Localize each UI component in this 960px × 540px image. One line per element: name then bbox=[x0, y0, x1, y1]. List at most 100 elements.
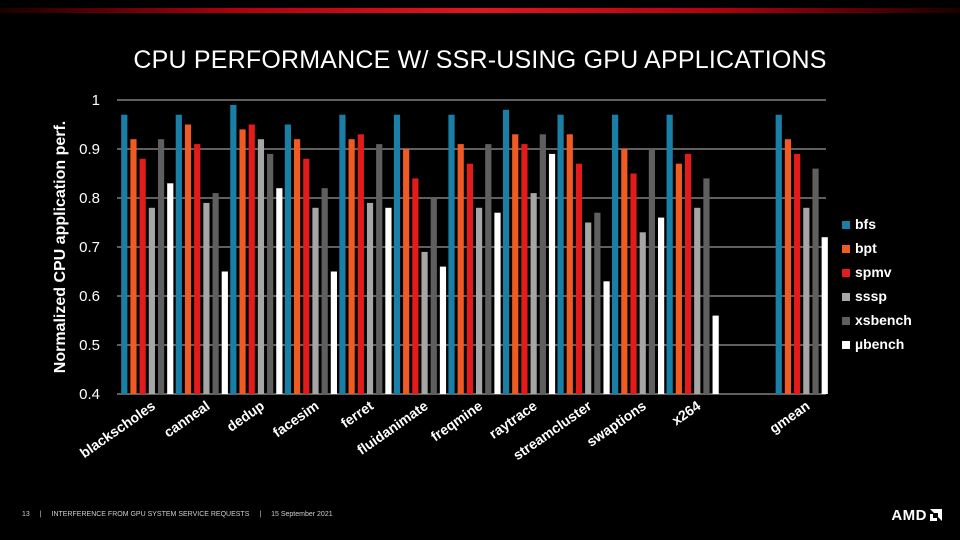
bar-spmv-freqmine bbox=[466, 163, 473, 394]
y-tick-label-3: 0.7 bbox=[79, 239, 100, 256]
bar-spmv-streamcluster bbox=[575, 163, 583, 394]
x-tick-label-swaptions: swaptions bbox=[584, 397, 649, 449]
footer-date: 15 September 2021 bbox=[271, 511, 333, 518]
amd-arrow-icon bbox=[930, 509, 942, 521]
bar-bfs-freqmine bbox=[448, 114, 455, 394]
legend-label-bpt: bpt bbox=[855, 240, 877, 256]
y-axis-label: Normalized CPU application perf. bbox=[52, 121, 69, 373]
bar-xsbench-ferret bbox=[376, 144, 383, 394]
bar-bfs-x264 bbox=[666, 114, 673, 394]
bar-bpt-x264 bbox=[675, 163, 682, 394]
y-tick-label-1: 0.9 bbox=[79, 141, 100, 158]
bar-bfs-blackscholes bbox=[121, 114, 128, 394]
bar-bfs-streamcluster bbox=[557, 114, 564, 394]
x-tick-label-facesim: facesim bbox=[270, 397, 322, 440]
page-number: 13 bbox=[22, 511, 30, 518]
bar-ubench-raytrace bbox=[548, 153, 556, 394]
bar-bpt-streamcluster bbox=[566, 134, 573, 395]
amd-logo: AMD bbox=[891, 507, 942, 524]
bar-bpt-freqmine bbox=[457, 144, 464, 394]
x-tick-label-blackscholes: blackscholes bbox=[77, 397, 158, 461]
slide-title: CPU PERFORMANCE W/ SSR-USING GPU APPLICA… bbox=[133, 46, 827, 74]
bar-ubench-freqmine bbox=[494, 212, 501, 394]
legend-swatch-bfs bbox=[842, 221, 850, 229]
bar-spmv-ferret bbox=[357, 134, 364, 395]
bar-sssp-x264 bbox=[694, 207, 701, 394]
bar-bpt-dedup bbox=[239, 129, 246, 394]
x-tick-label-ferret: ferret bbox=[338, 397, 377, 431]
top-accent-bar bbox=[0, 8, 960, 13]
bar-sssp-dedup bbox=[257, 139, 265, 394]
bar-xsbench-swaptions bbox=[648, 149, 656, 394]
bar-bfs-dedup bbox=[230, 104, 237, 395]
y-tick-label-0: 1 bbox=[92, 92, 100, 109]
bar-ubench-x264 bbox=[712, 315, 719, 394]
bar-ubench-swaptions bbox=[658, 217, 665, 394]
legend-label-sssp: sssp bbox=[855, 288, 887, 304]
x-tick-label-dedup: dedup bbox=[223, 397, 267, 434]
x-tick-label-x264: x264 bbox=[669, 397, 704, 428]
footer-separator: | bbox=[39, 511, 42, 518]
bar-bfs-gmean bbox=[775, 114, 782, 394]
bar-sssp-swaptions bbox=[639, 232, 646, 394]
bar-spmv-x264 bbox=[684, 153, 692, 394]
footer-text: INTERFERENCE FROM GPU SYSTEM SERVICE REQ… bbox=[51, 511, 250, 518]
bar-spmv-swaptions bbox=[630, 173, 637, 394]
bar-bpt-ferret bbox=[348, 139, 355, 394]
bar-spmv-dedup bbox=[248, 124, 255, 394]
bar-ubench-canneal bbox=[221, 271, 228, 394]
legend-swatch-sssp bbox=[842, 293, 850, 301]
bar-bfs-swaptions bbox=[612, 114, 619, 394]
amd-logo-text: AMD bbox=[891, 507, 927, 524]
bar-sssp-canneal bbox=[203, 202, 210, 394]
bar-xsbench-gmean bbox=[812, 168, 819, 394]
bar-sssp-fluidanimate bbox=[421, 251, 428, 394]
legend-swatch-bpt bbox=[842, 245, 850, 253]
bar-ubench-streamcluster bbox=[603, 281, 610, 394]
y-tick-label-2: 0.8 bbox=[79, 190, 100, 207]
y-tick-label-4: 0.6 bbox=[79, 288, 100, 305]
bar-xsbench-canneal bbox=[212, 193, 219, 394]
bar-spmv-canneal bbox=[194, 144, 201, 394]
bar-ubench-blackscholes bbox=[167, 183, 174, 394]
y-tick-label-6: 0.4 bbox=[79, 386, 100, 403]
bar-ubench-dedup bbox=[276, 188, 283, 394]
bar-bfs-canneal bbox=[175, 114, 182, 394]
bar-xsbench-fluidanimate bbox=[430, 198, 437, 394]
bar-bfs-ferret bbox=[339, 114, 346, 394]
bar-ubench-facesim bbox=[330, 271, 337, 394]
bar-sssp-gmean bbox=[803, 207, 810, 394]
bar-sssp-freqmine bbox=[476, 207, 483, 394]
bar-bfs-fluidanimate bbox=[393, 114, 401, 394]
bar-spmv-raytrace bbox=[521, 144, 528, 394]
bar-bfs-raytrace bbox=[502, 109, 510, 395]
legend-label-ubench: µbench bbox=[855, 336, 904, 352]
bar-spmv-fluidanimate bbox=[412, 178, 419, 394]
legend-swatch-xsbench bbox=[842, 317, 850, 325]
bar-bpt-raytrace bbox=[512, 134, 519, 395]
bar-xsbench-x264 bbox=[703, 178, 710, 394]
bar-xsbench-dedup bbox=[267, 153, 274, 394]
bar-sssp-blackscholes bbox=[148, 207, 155, 394]
bar-sssp-facesim bbox=[312, 207, 319, 394]
bar-xsbench-freqmine bbox=[485, 144, 492, 394]
legend-swatch-spmv bbox=[842, 269, 850, 277]
y-tick-label-5: 0.5 bbox=[79, 337, 100, 354]
footer: 13 | INTERFERENCE FROM GPU SYSTEM SERVIC… bbox=[22, 511, 341, 518]
x-tick-label-canneal: canneal bbox=[161, 397, 213, 440]
bar-bfs-facesim bbox=[284, 124, 291, 394]
bar-spmv-gmean bbox=[794, 153, 801, 394]
footer-separator-2: | bbox=[259, 511, 262, 518]
bar-xsbench-facesim bbox=[321, 188, 328, 394]
bar-bpt-fluidanimate bbox=[403, 149, 410, 394]
bar-xsbench-streamcluster bbox=[594, 212, 601, 394]
bar-bpt-swaptions bbox=[621, 149, 628, 394]
bar-sssp-ferret bbox=[366, 202, 374, 394]
bar-bpt-blackscholes bbox=[130, 139, 137, 394]
bar-bpt-gmean bbox=[784, 139, 792, 394]
x-tick-label-gmean: gmean bbox=[766, 397, 812, 436]
bar-sssp-streamcluster bbox=[585, 222, 592, 394]
bar-bpt-canneal bbox=[184, 124, 192, 394]
bar-spmv-blackscholes bbox=[139, 158, 146, 394]
